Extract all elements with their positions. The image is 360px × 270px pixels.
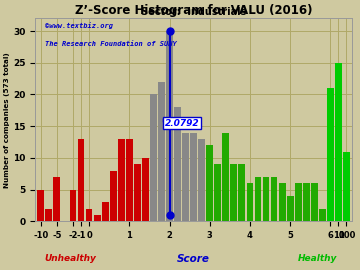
Bar [190,133,197,221]
Bar [126,139,133,221]
Bar [222,133,229,221]
Text: Healthy: Healthy [298,254,337,263]
Bar [86,209,93,221]
Bar [158,82,165,221]
Bar [206,145,213,221]
Bar [78,139,85,221]
Bar [295,183,302,221]
Bar [238,164,245,221]
Bar [279,183,285,221]
Bar [303,183,310,221]
Text: Unhealthy: Unhealthy [44,254,96,263]
Bar [102,202,109,221]
Bar [247,183,253,221]
Bar [262,177,269,221]
Bar [37,190,44,221]
Text: Sector:  Industrials: Sector: Industrials [141,7,246,17]
Bar [142,158,149,221]
Bar [94,215,100,221]
Bar [134,164,141,221]
Text: 2.0792: 2.0792 [165,119,199,127]
Bar [287,196,294,221]
Y-axis label: Number of companies (573 total): Number of companies (573 total) [4,52,10,188]
Bar [311,183,318,221]
Bar [150,94,157,221]
Bar [69,190,76,221]
Bar [182,133,189,221]
Bar [118,139,125,221]
Bar [198,139,205,221]
Title: Z’-Score Histogram for VALU (2016): Z’-Score Histogram for VALU (2016) [75,4,312,17]
Bar [335,63,342,221]
Bar [45,209,52,221]
Bar [255,177,261,221]
Bar [174,107,181,221]
Text: ©www.textbiz.org: ©www.textbiz.org [45,22,113,29]
Bar [271,177,278,221]
Bar [319,209,326,221]
Bar [343,151,350,221]
Bar [54,177,60,221]
Bar [230,164,237,221]
Bar [327,88,334,221]
Bar [110,171,117,221]
Text: The Research Foundation of SUNY: The Research Foundation of SUNY [45,41,176,47]
Text: Score: Score [177,254,210,264]
Bar [214,164,221,221]
Bar [166,31,173,221]
